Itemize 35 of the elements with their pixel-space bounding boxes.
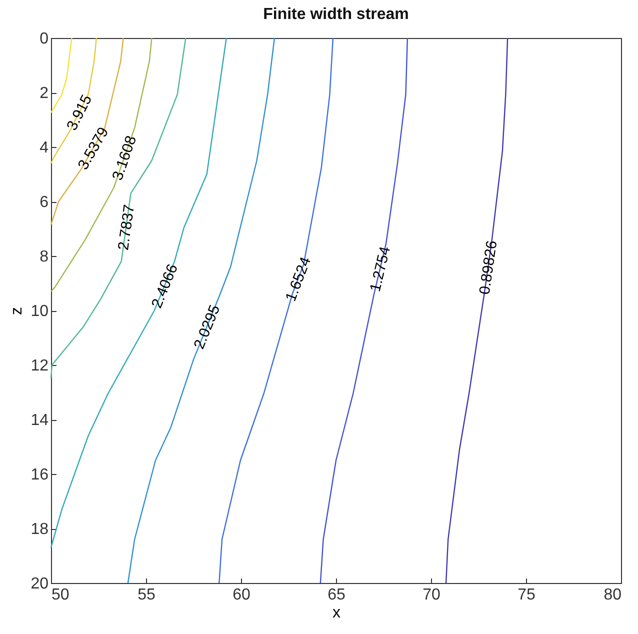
y-tick-label: 8 bbox=[40, 248, 49, 266]
y-tick-label: 4 bbox=[40, 140, 49, 156]
y-tick-label: 20 bbox=[30, 576, 49, 592]
x-tick-label: 60 bbox=[232, 586, 250, 604]
chart-title: Finite width stream bbox=[263, 6, 409, 23]
x-tick-label: 55 bbox=[138, 586, 156, 604]
text: 2.4066 bbox=[148, 262, 182, 311]
y-tick-label: 12 bbox=[30, 358, 49, 374]
text: 1.6524 bbox=[282, 254, 315, 304]
y-tick-label: 0 bbox=[40, 30, 49, 48]
y-tick-label: 16 bbox=[30, 466, 49, 484]
x-tick-label: 80 bbox=[604, 586, 622, 604]
line-series bbox=[320, 37, 408, 584]
line-series bbox=[50, 37, 152, 292]
y-tick-label: 18 bbox=[30, 521, 49, 538]
text: 2.0295 bbox=[190, 302, 224, 352]
y-tick-label: 14 bbox=[30, 412, 49, 429]
text: 1.2754 bbox=[366, 244, 394, 294]
x-tick-label: 65 bbox=[328, 586, 346, 604]
x-tick-label: 75 bbox=[518, 586, 536, 604]
y-tick-label: 2 bbox=[40, 85, 49, 102]
x-tick-label: 50 bbox=[52, 586, 70, 604]
y-tick-label: 6 bbox=[40, 194, 49, 211]
x-tick-label: 70 bbox=[422, 586, 440, 604]
text: 0.89826 bbox=[476, 239, 501, 296]
line-series bbox=[50, 37, 227, 548]
text: 2.7837 bbox=[114, 204, 138, 252]
line-series bbox=[50, 37, 186, 380]
line-series bbox=[445, 37, 508, 584]
y-axis-title: z bbox=[8, 307, 26, 315]
y-tick-label: 10 bbox=[30, 303, 49, 320]
x-axis-title: x bbox=[332, 604, 340, 622]
line-series bbox=[218, 37, 334, 584]
text: 3.1608 bbox=[109, 134, 140, 183]
text: 3.915 bbox=[64, 92, 96, 134]
